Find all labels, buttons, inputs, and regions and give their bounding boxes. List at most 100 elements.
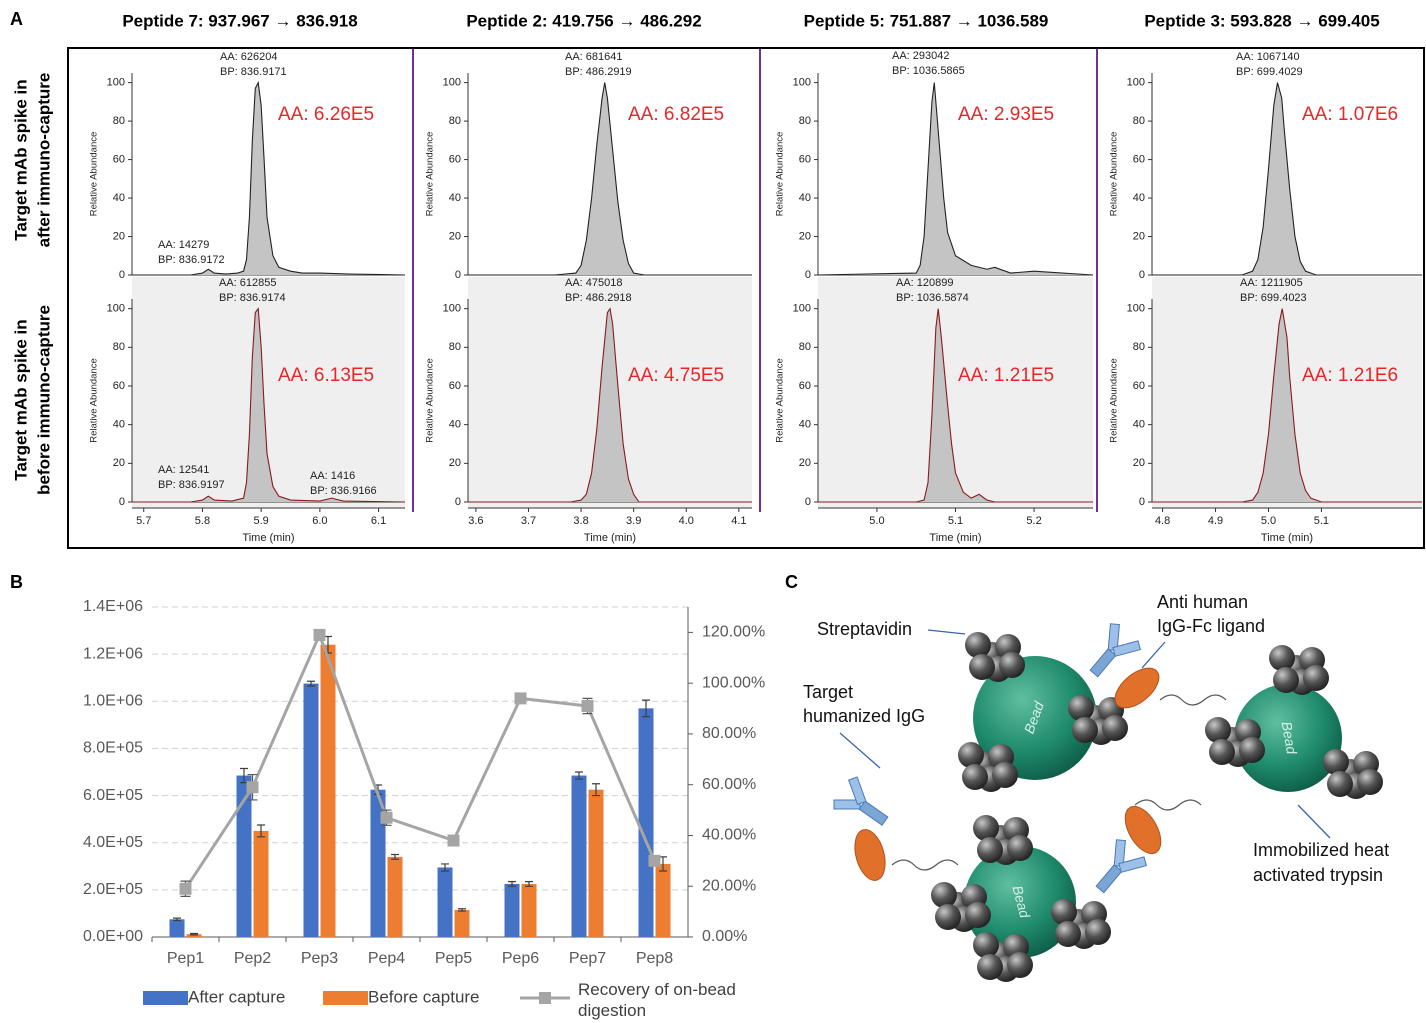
peak-line <box>468 82 752 276</box>
line-marker <box>313 628 326 641</box>
streptavidin-ball <box>1269 645 1295 671</box>
y2-tick-label: 20.00% <box>702 877 756 894</box>
pointer <box>839 732 881 769</box>
y-tick-label: 80 <box>113 341 125 353</box>
y2-tick-label: 0.00% <box>702 928 747 945</box>
panel-a: Peptide 7: 937.967 → 836.918 0 20 40 60 80 100… <box>67 11 1425 549</box>
y-tick-label: 80 <box>449 341 461 353</box>
y-tick-label: 2.0E+05 <box>83 881 143 898</box>
bar <box>236 775 252 937</box>
total-area-label: AA: 4.75E5 <box>628 365 724 386</box>
error-bar <box>173 917 181 922</box>
x-tick-label: Pep2 <box>234 950 271 967</box>
peak-annotation: BP: 836.9171 <box>220 66 287 78</box>
y-tick-label: 100 <box>107 77 125 89</box>
recovery-line <box>184 630 656 890</box>
pointer-lines <box>839 629 1331 839</box>
x-tick-label: 4.9 <box>1208 515 1223 527</box>
error-bar <box>642 699 650 718</box>
streptavidin-ball <box>1102 715 1128 741</box>
peak-annotation: BP: 486.2918 <box>565 292 632 304</box>
y-tick-label: 20 <box>1133 457 1145 469</box>
bar <box>521 883 537 937</box>
x-tick-label: Pep7 <box>569 950 606 967</box>
total-area-label: AA: 1.21E5 <box>958 365 1054 386</box>
peak-annotation: AA: 14279 <box>158 239 209 251</box>
y-tick-label: 40 <box>799 419 811 431</box>
y-tick-label: 60 <box>799 153 811 165</box>
antibody-arm <box>1112 640 1141 657</box>
linker <box>1159 694 1227 706</box>
streptavidin-ball <box>1205 717 1231 743</box>
x-axis-label: Time (min) <box>929 532 981 544</box>
diagram-label: Immobilized heat <box>1253 840 1389 860</box>
y-axis-label: Relative Abundance <box>775 358 786 443</box>
y-axis-label: Relative Abundance <box>1109 358 1120 443</box>
y-tick-label: 100 <box>1127 77 1145 89</box>
line-marker <box>246 781 259 794</box>
streptavidin-ball <box>977 954 1003 980</box>
peak-annotation: BP: 486.2919 <box>565 66 632 78</box>
y-tick-label: 80 <box>799 115 811 127</box>
error-bar <box>458 908 466 912</box>
y-tick-label: 40 <box>1133 419 1145 431</box>
error-bar <box>190 932 198 936</box>
y-tick-label: 60 <box>1133 380 1145 392</box>
y-tick-label: 20 <box>1133 230 1145 242</box>
streptavidin-ball <box>931 882 957 908</box>
peak-fill <box>468 82 752 275</box>
diagram-label: Streptavidin <box>817 619 912 639</box>
x-tick-label: 5.1 <box>1314 515 1329 527</box>
pointer <box>1297 804 1331 839</box>
streptavidin-ball <box>965 632 991 658</box>
bar <box>504 883 520 937</box>
streptavidin-ball <box>1072 717 1098 743</box>
streptavidin-ball <box>1357 769 1383 795</box>
y-tick-label: 1.4E+06 <box>83 598 143 615</box>
peak-annotation: BP: 836.9166 <box>310 485 377 497</box>
peak-annotation: AA: 12541 <box>158 464 209 476</box>
x-axis-label: Time (min) <box>1261 532 1313 544</box>
error-bar <box>508 881 516 887</box>
legend-label: Before capture <box>368 987 480 1006</box>
peak-fill <box>468 308 752 502</box>
y-tick-label: 80 <box>1133 341 1145 353</box>
bar <box>588 789 604 937</box>
diagram-label: IgG-Fc ligand <box>1157 616 1265 636</box>
peak-fill <box>1152 308 1422 502</box>
streptavidin-ball <box>1303 665 1329 691</box>
streptavidin-ball <box>992 762 1018 788</box>
diagram-label: Target <box>803 682 853 702</box>
row-label: after immuno-capture <box>34 73 53 248</box>
error-bar <box>307 680 315 687</box>
panel-frame <box>67 47 1425 549</box>
y2-tick-label: 60.00% <box>702 776 756 793</box>
streptavidin-ball <box>1327 771 1353 797</box>
y-tick-label: 100 <box>1127 303 1145 315</box>
x-tick-label: 3.6 <box>468 515 483 527</box>
error-bar <box>391 853 399 860</box>
panel-letter: B <box>10 572 23 592</box>
y-tick-label: 60 <box>113 380 125 392</box>
y-tick-label: 40 <box>449 192 461 204</box>
y-tick-label: 100 <box>793 77 811 89</box>
peak-annotation: AA: 612855 <box>219 277 277 289</box>
streptavidin-ball <box>1323 749 1349 775</box>
ligand <box>1114 667 1160 709</box>
y-tick-label: 0 <box>119 269 125 281</box>
streptavidin-ball <box>1239 737 1265 763</box>
streptavidin-ball <box>1085 919 1111 945</box>
diagram-label: activated trypsin <box>1253 865 1383 885</box>
x-tick-label: 3.8 <box>573 515 588 527</box>
streptavidin-ball <box>977 837 1003 863</box>
total-area-label: AA: 1.21E6 <box>1302 365 1398 386</box>
antibody-arm <box>1089 648 1117 678</box>
streptavidin-ball <box>973 815 999 841</box>
y-tick-label: 0.0E+00 <box>83 928 143 945</box>
y-tick-label: 0 <box>1139 269 1145 281</box>
streptavidin-ball <box>1007 952 1033 978</box>
y-tick-label: 100 <box>793 303 811 315</box>
bar <box>303 683 319 937</box>
y-tick-label: 20 <box>113 230 125 242</box>
